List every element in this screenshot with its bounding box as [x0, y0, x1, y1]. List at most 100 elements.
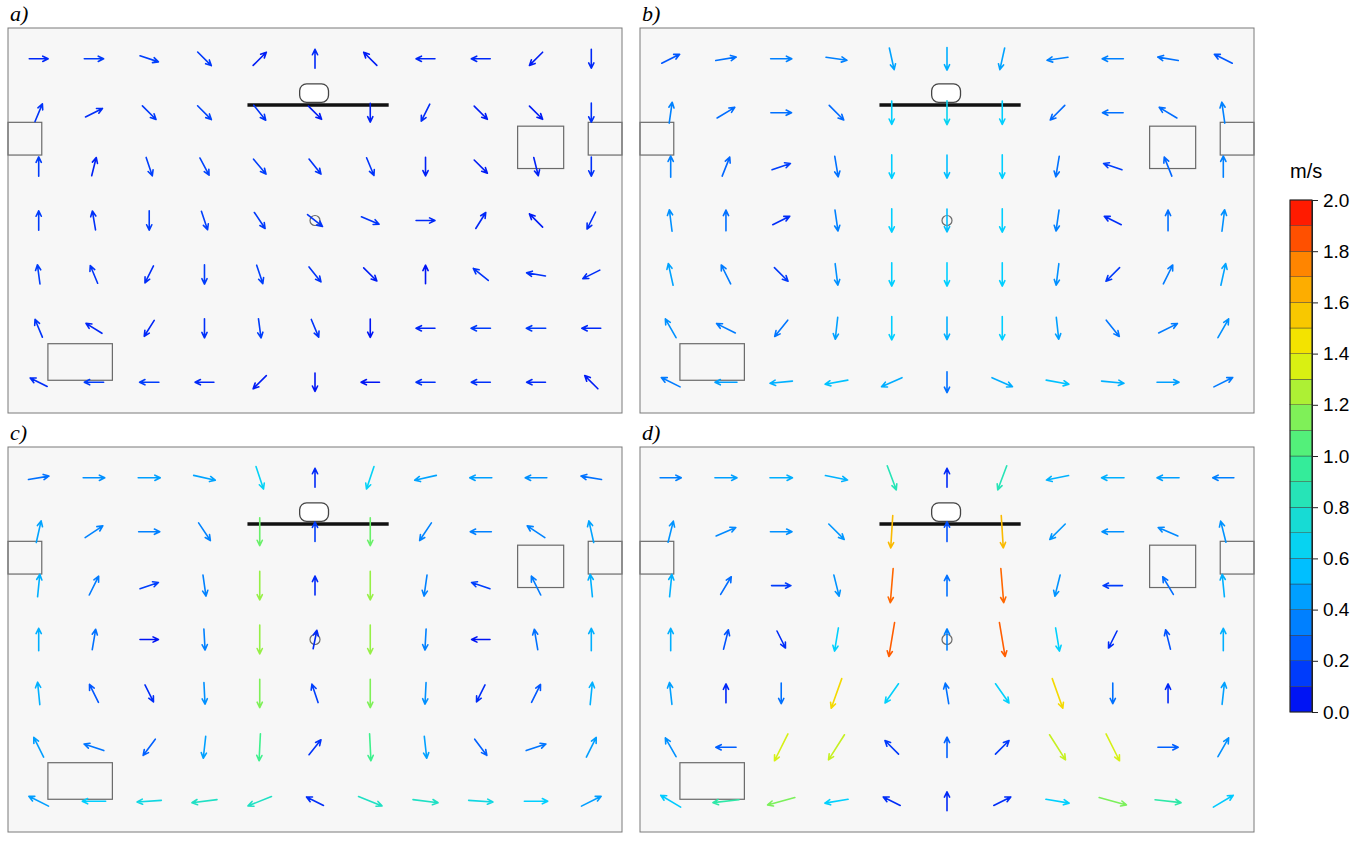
vector-arrow — [944, 468, 949, 487]
panel-letter: c) — [10, 420, 27, 445]
vector-arrow — [140, 582, 158, 589]
colorbar-band — [1290, 584, 1312, 610]
vector-arrow — [588, 574, 593, 596]
vector-arrow — [713, 799, 739, 804]
vector-arrow — [35, 319, 43, 337]
colorbar-band — [1290, 507, 1312, 533]
tick-label: 0.4 — [1323, 599, 1350, 620]
vector-arrow — [312, 49, 317, 68]
vector-arrow — [1221, 210, 1226, 231]
colorbar-band — [1290, 200, 1312, 226]
tick-mark — [1312, 354, 1318, 355]
tick: 0.6 — [1312, 548, 1349, 569]
vector-arrow — [885, 740, 899, 754]
vector-arrow — [723, 210, 728, 231]
vector-arrow — [1218, 319, 1229, 338]
vector-arrow — [1052, 679, 1063, 709]
vector-arrow — [84, 380, 103, 385]
vector-arrow — [470, 529, 491, 534]
vector-arrow — [147, 211, 152, 230]
vector-arrow — [996, 684, 1009, 703]
vector-arrow — [1046, 380, 1069, 386]
vector-arrow — [92, 158, 98, 176]
colorbar-frame — [1290, 200, 1312, 712]
inlet-left — [640, 541, 674, 574]
vector-arrow — [717, 107, 735, 118]
fan-blade — [247, 522, 388, 526]
vector-arrow — [524, 799, 547, 804]
colorbar-band — [1290, 430, 1312, 456]
vector-arrow — [257, 734, 262, 761]
vector-arrow — [477, 685, 485, 702]
vector-arrow — [773, 216, 790, 224]
room-geometry — [640, 84, 1254, 380]
vector-arrow — [1046, 799, 1069, 805]
vector-arrow — [423, 629, 428, 650]
vector-arrow — [1106, 320, 1119, 336]
vector-arrow — [587, 212, 595, 229]
vector-arrow — [586, 737, 596, 757]
vector-arrow — [145, 685, 153, 702]
vector-arrow — [308, 106, 321, 119]
tick-mark — [1312, 405, 1318, 406]
colorbar-band — [1290, 533, 1312, 559]
vector-arrow — [1213, 475, 1234, 480]
vector-arrow — [770, 529, 792, 534]
vector-arrow — [420, 523, 432, 541]
vector-arrow — [312, 522, 317, 541]
vector-arrow — [1164, 630, 1170, 649]
vector-arrow — [198, 52, 212, 66]
vector-arrow — [997, 466, 1007, 490]
tick: 0.0 — [1312, 702, 1349, 723]
vector-arrow — [257, 518, 262, 546]
vector-arrow — [311, 319, 319, 337]
vector-arrow — [36, 682, 41, 704]
vector-arrow — [258, 319, 263, 338]
vector-arrow — [36, 157, 41, 176]
vector-arrow — [1158, 527, 1178, 536]
colorbar-band — [1290, 379, 1312, 405]
tick: 2.0 — [1312, 190, 1349, 211]
axis-line — [1313, 201, 1319, 713]
vector-arrow — [887, 466, 897, 490]
colorbar-band — [1290, 251, 1312, 277]
vector-arrow — [424, 736, 429, 758]
vector-arrow — [589, 682, 594, 704]
vector-arrow — [771, 56, 792, 61]
vector-arrow — [716, 745, 736, 750]
vector-arrow — [588, 521, 594, 543]
vector-arrow — [721, 265, 730, 284]
vector-arrow — [527, 271, 546, 276]
colorbar-band — [1290, 610, 1312, 636]
vector-arrow — [527, 526, 545, 538]
vector-arrow — [368, 319, 373, 337]
plot-frame — [8, 28, 622, 413]
vector-arrow — [36, 521, 42, 543]
vector-arrow — [1103, 583, 1122, 588]
vector-arrow — [202, 265, 207, 284]
vector-arrow — [194, 475, 216, 481]
vector-arrow — [202, 683, 207, 705]
tick-label: 1.6 — [1323, 292, 1349, 313]
tick-mark — [1312, 712, 1318, 713]
vector-arrow — [1000, 101, 1005, 124]
vector-arrow — [723, 684, 728, 703]
vector-arrow — [361, 380, 379, 385]
tick-label: 0.6 — [1323, 548, 1349, 569]
vector-arrow — [665, 319, 676, 338]
vector-arrow — [1102, 56, 1123, 61]
vector-arrow — [416, 218, 435, 223]
tick-label: 0.8 — [1323, 497, 1349, 518]
vector-arrow — [1164, 157, 1172, 176]
vector-arrow — [368, 518, 373, 546]
colorbar-band — [1290, 226, 1312, 252]
plot-background — [8, 447, 622, 832]
vector-arrow — [774, 268, 788, 282]
vector-arrow — [1050, 105, 1065, 120]
figure: a)b)c)d)0.00.20.40.60.81.01.21.41.61.82.… — [0, 0, 1368, 846]
inlet-right — [588, 122, 622, 155]
vector-arrow — [944, 209, 949, 232]
vectors — [28, 467, 601, 807]
room-geometry — [640, 503, 1254, 799]
vector-arrow — [364, 52, 377, 65]
